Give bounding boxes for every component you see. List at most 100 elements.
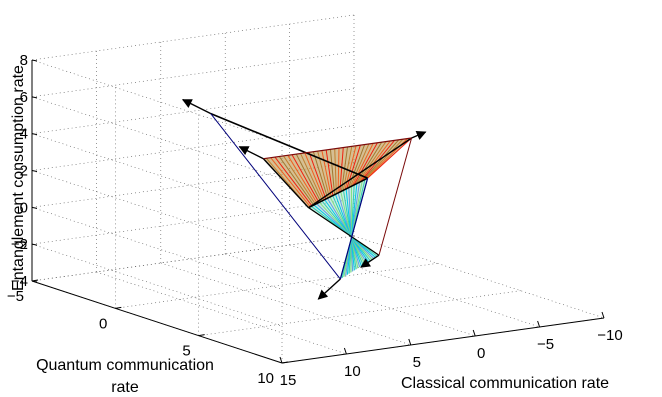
upper-hatch-20: [325, 149, 334, 196]
x-tick-label-1: −5: [537, 336, 554, 353]
x-tick-label-4: 10: [344, 363, 361, 380]
y-tick-3: [281, 361, 289, 364]
ray-3: [317, 278, 341, 300]
upper-hatch-26: [300, 153, 323, 201]
grid-line-y-floor-1: [115, 263, 438, 309]
upper-hatch-23: [312, 151, 329, 199]
x-tick-label-3: 5: [413, 354, 421, 371]
edge-v2-v0: [262, 158, 310, 209]
upper-hatch-32: [274, 156, 313, 207]
y-tick-2: [198, 334, 205, 337]
grid-line-z-left-2: [31, 207, 283, 290]
grid-line-x-floor-3: [160, 262, 411, 346]
y-tick-label-1: 0: [99, 315, 107, 332]
grid-line-x-floor-1: [289, 244, 540, 328]
z-tick-0: [31, 59, 38, 62]
edge-v4-v6: [378, 137, 413, 256]
upper-hatch-33: [270, 157, 311, 208]
grid-line-y-floor-0: [31, 235, 355, 282]
z-tick-label-3: 2: [20, 163, 28, 180]
grid-line-z-right-4: [31, 88, 355, 134]
z-tick-label-4: 0: [20, 199, 28, 216]
z-tick-5: [31, 243, 38, 246]
grid-line-z-left-3: [31, 170, 283, 253]
y-tick-label-3: 10: [257, 370, 274, 387]
edge-v2-v4: [263, 137, 412, 160]
edge-v5-v1: [339, 178, 369, 280]
ray-1: [238, 146, 264, 160]
ray-0: [181, 99, 212, 115]
upper-hatch-11: [348, 144, 366, 188]
x-tick-3: [408, 338, 412, 346]
grid-line-z-left-6: [31, 59, 283, 143]
upper-hatch-17: [337, 148, 340, 193]
z-tick-3: [31, 170, 38, 172]
grid-line-z-right-6: [31, 14, 355, 61]
upper-hatch-2: [363, 138, 404, 181]
edge-v4-v0: [308, 137, 412, 209]
z-tick-4: [31, 206, 38, 209]
upper-hatch-19: [329, 149, 336, 195]
z-tick-1: [31, 96, 38, 99]
upper-hatch-8: [353, 142, 378, 186]
upper-hatch-28: [291, 154, 320, 203]
x-tick-0: [601, 311, 605, 319]
label-layer: Entanglement consumption rate Quantum co…: [10, 65, 609, 396]
upper-hatch-3: [362, 139, 400, 182]
upper-hatch-30: [283, 155, 316, 205]
upper-hatch-21: [321, 150, 332, 197]
z-axis-label: Entanglement consumption rate: [10, 65, 27, 291]
x-tick-label-2: 0: [477, 345, 485, 362]
upper-hatch-7: [355, 141, 383, 185]
upper-hatch-24: [308, 152, 327, 200]
z-tick-label-6: −4: [11, 273, 28, 290]
z-tick-label-2: 4: [20, 126, 28, 143]
upper-hatch-18: [334, 148, 337, 194]
x-tick-label-0: −10: [597, 327, 622, 344]
upper-hatch-27: [295, 153, 322, 202]
grid-line-z-right-5: [31, 51, 355, 98]
surface-layer: [263, 137, 412, 280]
upper-hatch-31: [278, 156, 315, 206]
x-tick-2: [472, 329, 476, 337]
upper-hatch-10: [349, 143, 370, 188]
upper-hatch-25: [304, 152, 325, 201]
grid-line-y-floor-2: [198, 290, 521, 336]
x-tick-label-5: 15: [280, 372, 297, 389]
upper-hatch-5: [358, 140, 391, 183]
ray-2: [411, 130, 427, 140]
edge-v3-v5: [210, 113, 341, 280]
edge-v1-v0: [308, 177, 368, 209]
x-tick-5: [279, 356, 283, 364]
z-tick-label-1: 6: [20, 89, 28, 106]
x-axis-label: Classical communication rate: [401, 375, 609, 392]
x-tick-1: [537, 320, 541, 328]
z-tick-label-5: −2: [11, 236, 28, 253]
y-tick-0: [31, 279, 39, 282]
grid-line-x-floor-0: [353, 235, 605, 319]
z-tick-label-0: 8: [20, 52, 28, 69]
x-tick-4: [343, 347, 347, 355]
edge-layer: [181, 99, 427, 300]
grid-line-z-left-4: [31, 133, 283, 216]
y-axis-line: [31, 280, 283, 364]
y-tick-1: [115, 306, 122, 309]
y-tick-label-0: −5: [7, 288, 24, 305]
grid-line-z-left-5: [31, 96, 283, 180]
edge-v0-v6: [308, 207, 380, 256]
y-tick-label-2: 5: [182, 343, 190, 360]
ray-4: [360, 254, 380, 268]
grid-line-z-left-1: [31, 243, 283, 327]
upper-hatch-0: [367, 137, 412, 179]
upper-hatch-16: [339, 147, 344, 193]
grid-line-z-right-1: [31, 198, 355, 245]
upper-hatch-12: [346, 145, 361, 189]
z-tick-2: [31, 133, 38, 136]
upper-hatch-29: [287, 155, 318, 204]
grid-line-x-floor-4: [96, 271, 347, 355]
edge-v3-v1: [210, 112, 368, 179]
x-axis-line: [281, 317, 605, 364]
y-axis-label-line1: Quantum communication: [36, 357, 214, 374]
